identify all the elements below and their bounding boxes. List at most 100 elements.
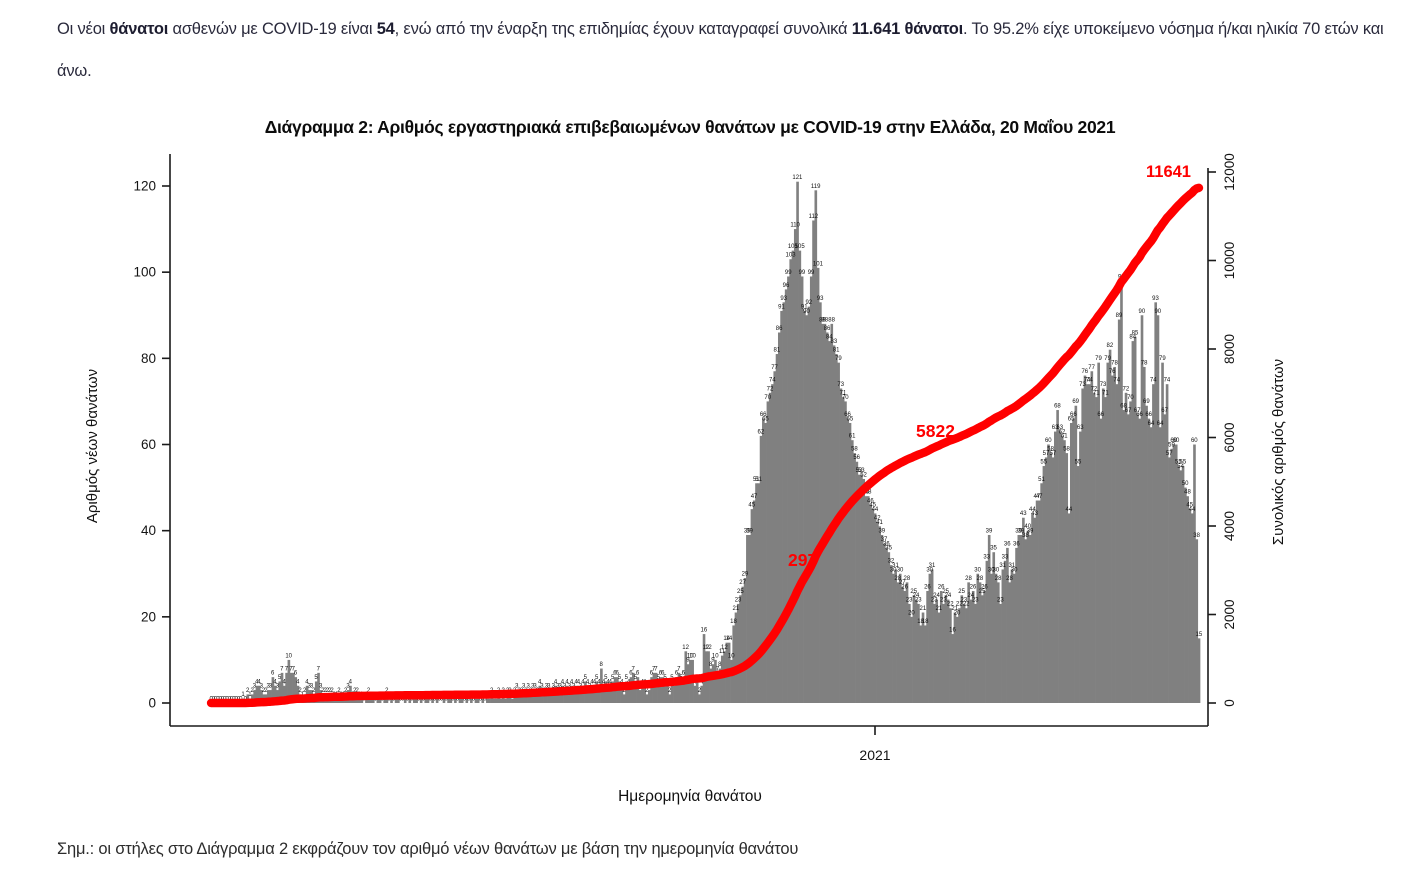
bar-label: 91 xyxy=(778,304,785,310)
bar-label: 0 xyxy=(433,697,437,703)
intro-emphasis: θάνατοι xyxy=(109,20,169,38)
bar xyxy=(647,690,651,703)
bar xyxy=(866,496,870,703)
bar xyxy=(1172,444,1176,703)
bar-label: 24 xyxy=(913,593,920,599)
bar xyxy=(397,698,400,703)
bar xyxy=(1008,582,1012,703)
bar xyxy=(255,685,259,703)
bar-label: 2 xyxy=(246,688,250,694)
bar-label: 2 xyxy=(328,688,332,694)
bar-label: 28 xyxy=(977,576,984,582)
bar-label: 23 xyxy=(906,597,913,603)
bar-label: 39 xyxy=(878,528,885,534)
bar-label: 0 xyxy=(467,697,471,703)
bar xyxy=(495,698,498,703)
bar-label: 26 xyxy=(970,584,977,590)
bar-label: 4 xyxy=(574,679,578,685)
bar xyxy=(1188,509,1192,703)
bar-label: 23 xyxy=(972,597,979,603)
bar-label: 2 xyxy=(645,688,649,694)
intro-text-segment: . Το 95.2% είχε υποκείμενο νόσημα ή/και … xyxy=(57,20,1384,80)
bar xyxy=(627,685,631,703)
bar xyxy=(1138,418,1142,703)
bar-label: 63 xyxy=(1052,425,1059,431)
bar-label: 5 xyxy=(634,675,638,681)
bar-label: 39 xyxy=(744,528,751,534)
bar-label: 4 xyxy=(597,679,601,685)
bar-label: 9 xyxy=(686,658,690,664)
bar xyxy=(1074,405,1078,703)
bar-label: 4 xyxy=(296,679,300,685)
bar xyxy=(698,694,701,703)
bar xyxy=(974,603,977,703)
bar xyxy=(282,685,286,703)
bar-label: 93 xyxy=(817,296,824,302)
bar-label: 10 xyxy=(689,653,696,659)
bar-label: 7 xyxy=(654,666,658,672)
bar-label: 24 xyxy=(945,593,952,599)
bar xyxy=(470,698,473,703)
bar-label: 31 xyxy=(999,563,1006,569)
bar-label: 28 xyxy=(965,576,972,582)
bar xyxy=(682,677,685,703)
bar-label: 0 xyxy=(438,697,442,703)
bar-label: 30 xyxy=(988,567,995,573)
bar xyxy=(796,181,799,704)
bar-label: 58 xyxy=(1063,447,1070,453)
bar-label: 61 xyxy=(849,434,856,440)
bar xyxy=(506,694,510,703)
bar-label: 10 xyxy=(728,653,735,659)
bar-label: 53 xyxy=(856,468,863,474)
bar-label: 121 xyxy=(792,175,803,181)
bar-label: 74 xyxy=(769,378,776,384)
bar xyxy=(285,672,288,703)
bar-label: 24 xyxy=(933,593,940,599)
bar-label: 39 xyxy=(1018,528,1025,534)
bar xyxy=(273,685,277,703)
bar-label: 2 xyxy=(355,688,359,694)
bar xyxy=(408,698,412,703)
bar-label: 7 xyxy=(716,666,720,672)
bar-label: 103 xyxy=(786,253,797,259)
bar xyxy=(1028,534,1032,703)
bar-label: 0 xyxy=(422,697,426,703)
bar-label: 3 xyxy=(522,684,526,690)
bar xyxy=(602,685,605,703)
bar xyxy=(1003,560,1007,703)
bar xyxy=(1015,547,1018,703)
bar xyxy=(1022,517,1025,703)
bar xyxy=(1044,457,1048,703)
bar xyxy=(271,677,275,703)
bar xyxy=(499,698,503,703)
bar-label: 2 xyxy=(251,688,255,694)
bar xyxy=(1165,384,1169,703)
bar xyxy=(1012,573,1016,703)
bar xyxy=(1056,410,1059,703)
bar-label: 3 xyxy=(540,684,544,690)
bar xyxy=(939,590,943,703)
bar xyxy=(894,569,897,703)
bar xyxy=(1090,371,1094,703)
bar xyxy=(1113,366,1116,703)
bar xyxy=(663,681,667,703)
bar xyxy=(878,526,881,703)
bar xyxy=(1010,569,1014,703)
bar xyxy=(1033,517,1037,703)
bar-label: 74 xyxy=(1086,378,1093,384)
bar xyxy=(1156,315,1160,703)
bar-label: 81 xyxy=(833,348,840,354)
bar-label: 90 xyxy=(1138,309,1145,315)
bar xyxy=(695,681,699,703)
bar xyxy=(850,440,854,703)
bar-label: 36 xyxy=(883,541,890,547)
bar xyxy=(1111,375,1114,703)
bar-label: 2 xyxy=(312,688,316,694)
bar xyxy=(880,534,884,703)
bar-label: 69 xyxy=(1143,399,1150,405)
bar-label: 55 xyxy=(1075,460,1082,466)
bar xyxy=(700,685,704,703)
bar xyxy=(1047,444,1050,703)
bar-label: 2 xyxy=(330,688,334,694)
bar-label: 1 xyxy=(248,692,252,698)
